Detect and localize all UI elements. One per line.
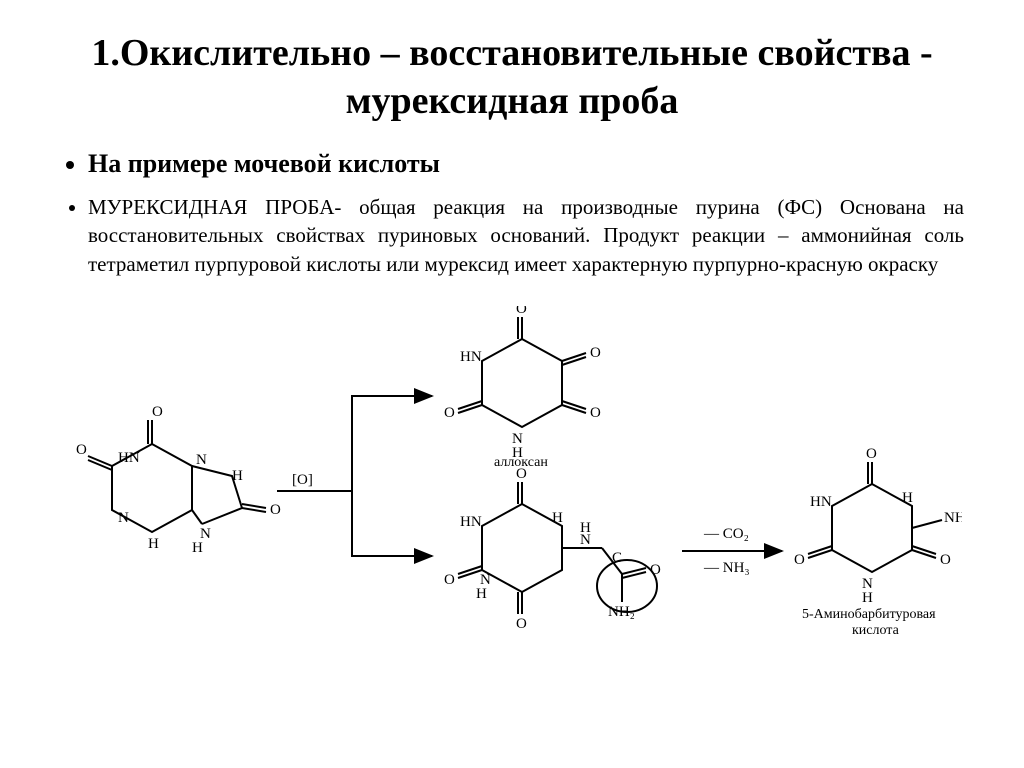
svg-text:H: H xyxy=(476,586,487,602)
svg-text:O: O xyxy=(866,446,877,462)
svg-text:O: O xyxy=(152,404,163,420)
svg-text:O: O xyxy=(650,562,661,578)
reaction-scheme: O O O HN N H N H N H [O] xyxy=(60,306,964,636)
aminobarbituric-label-2: кислота xyxy=(852,623,900,636)
svg-text:O: O xyxy=(444,572,455,588)
nh3-label: — NH₃ xyxy=(703,560,750,576)
svg-text:NH₂: NH₂ xyxy=(944,510,962,526)
bullet-description: МУРЕКСИДНАЯ ПРОБА- общая реакция на прои… xyxy=(88,193,964,278)
svg-text:H: H xyxy=(580,520,591,536)
svg-text:O: O xyxy=(590,405,601,421)
svg-text:O: O xyxy=(794,552,805,568)
svg-text:O: O xyxy=(444,405,455,421)
svg-text:N: N xyxy=(118,510,129,526)
svg-text:O: O xyxy=(516,306,527,317)
svg-text:H: H xyxy=(862,590,873,606)
svg-text:O: O xyxy=(590,345,601,361)
co2-label: — CO₂ xyxy=(703,526,749,542)
svg-text:HN: HN xyxy=(460,514,482,530)
aminobarbituric-label-1: 5-Аминобарбитуровая xyxy=(802,607,936,622)
svg-text:HN: HN xyxy=(810,494,832,510)
svg-text:HN: HN xyxy=(118,450,140,466)
svg-text:O: O xyxy=(516,466,527,482)
svg-text:O: O xyxy=(516,616,527,632)
svg-text:O: O xyxy=(270,502,281,518)
svg-text:HN: HN xyxy=(460,349,482,365)
svg-text:H: H xyxy=(232,468,243,484)
svg-text:H: H xyxy=(192,540,203,556)
svg-text:H: H xyxy=(902,490,913,506)
svg-text:O: O xyxy=(940,552,951,568)
svg-text:H: H xyxy=(148,536,159,552)
svg-text:O: O xyxy=(76,442,87,458)
svg-text:C: C xyxy=(612,550,622,566)
svg-text:N: N xyxy=(196,452,207,468)
svg-text:H: H xyxy=(552,510,563,526)
slide-title: 1.Окислительно – восстановительные свойс… xyxy=(60,30,964,125)
bullet-example: На примере мочевой кислоты xyxy=(88,149,964,179)
oxidant-label: [O] xyxy=(292,472,313,488)
svg-text:NH₂: NH₂ xyxy=(608,604,635,620)
